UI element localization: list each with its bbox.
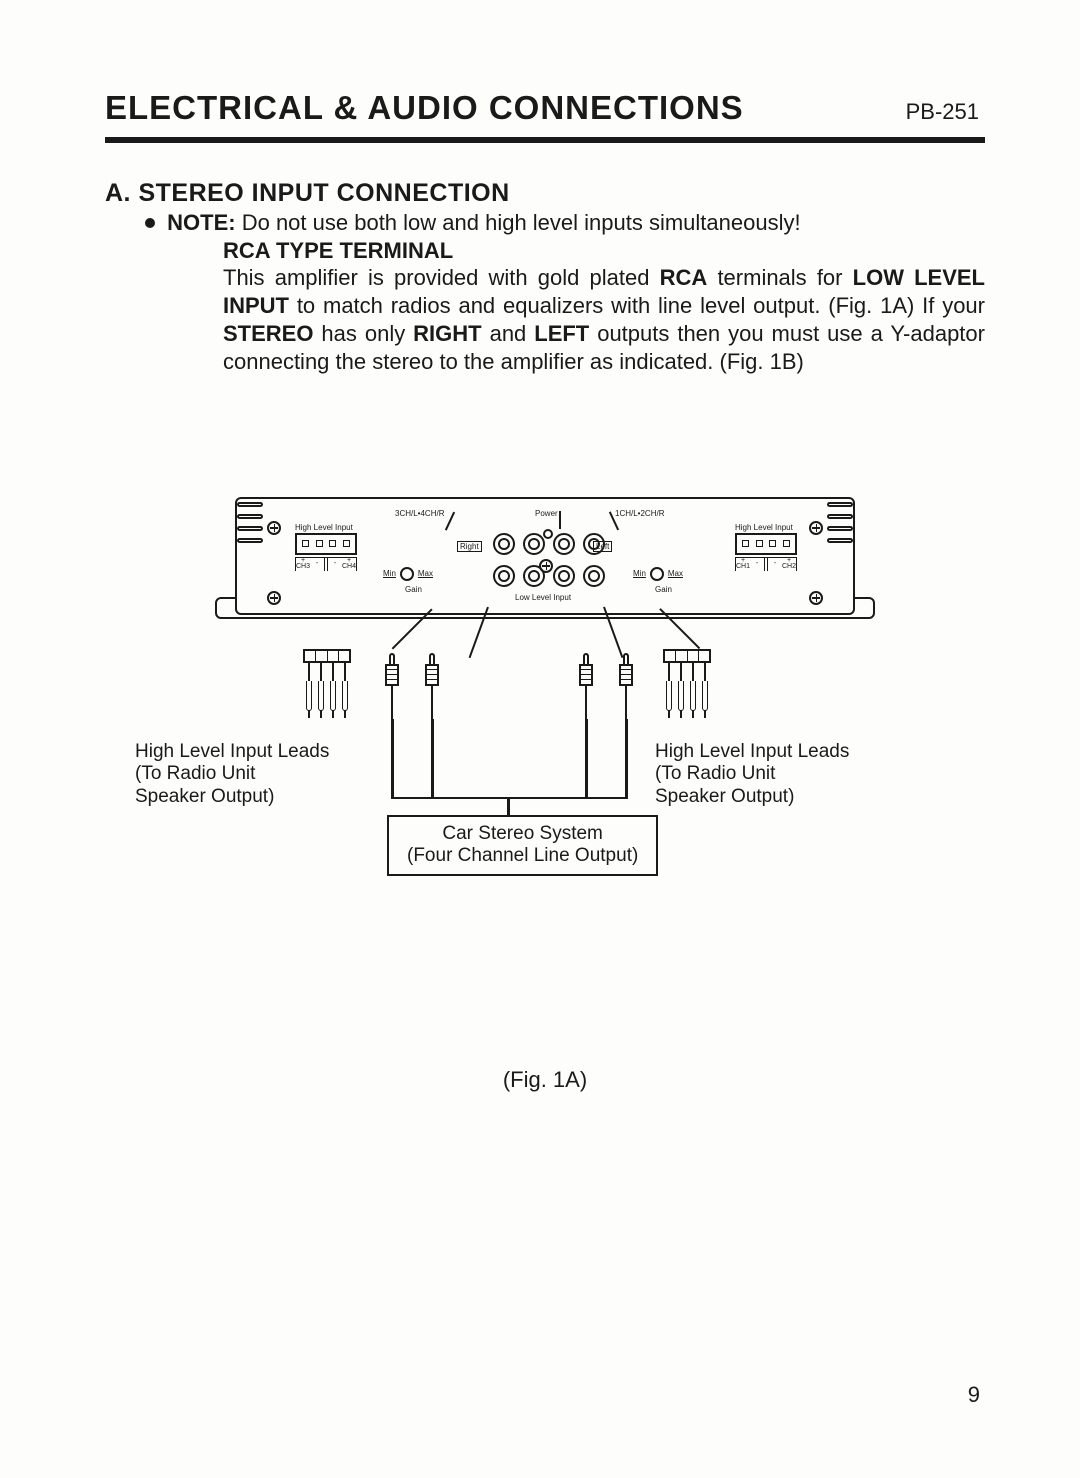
lead-text: Speaker Output) (135, 786, 274, 807)
rca-jack (583, 565, 605, 587)
rca-jack (523, 565, 545, 587)
polarity-minus: - (334, 561, 336, 567)
bullet-icon (145, 218, 155, 228)
screw-icon (267, 521, 281, 535)
para-text: to match radios and equalizers with line… (289, 293, 985, 318)
bracket-line (391, 797, 628, 800)
lead-text: High Level Input Leads (655, 741, 849, 762)
rca-plug (385, 653, 399, 719)
rca-jack (523, 533, 545, 555)
heatsink-fins-left (237, 499, 263, 547)
terminal-labels-left: +CH3 - - +CH4 (295, 557, 357, 571)
polarity-minus: - (756, 561, 758, 567)
gain-label: Gain (655, 585, 672, 594)
document-page: ELECTRICAL & AUDIO CONNECTIONS PB-251 A.… (0, 0, 1080, 1478)
amplifier-diagram: 3CH/L•4CH/R Power 1CH/L•2CH/R High Level… (195, 497, 895, 917)
lead-text: (To Radio Unit (135, 763, 255, 784)
lead-text: High Level Input Leads (135, 741, 329, 762)
min-label: Min (633, 569, 646, 578)
para-strong: LEFT (534, 321, 589, 346)
para-strong: STEREO (223, 321, 313, 346)
stereo-text: Car Stereo System (442, 823, 603, 844)
power-post (543, 529, 553, 539)
channel-label-12: 1CH/L•2CH/R (615, 509, 664, 518)
section-stereo-input: A. STEREO INPUT CONNECTION NOTE: Do not … (105, 179, 985, 377)
screw-icon (267, 591, 281, 605)
rca-plug (425, 653, 439, 719)
body-paragraph: This amplifier is provided with gold pla… (223, 264, 985, 377)
sub-heading: RCA TYPE TERMINAL (223, 238, 985, 264)
para-strong: RCA (660, 265, 708, 290)
wire-line (625, 719, 628, 797)
right-label: Right (457, 541, 482, 552)
stereo-text: (Four Channel Line Output) (407, 845, 638, 866)
note-line: NOTE: Do not use both low and high level… (145, 210, 985, 236)
note-text: Do not use both low and high level input… (242, 210, 801, 235)
bracket-line (507, 799, 510, 815)
lead-text: (To Radio Unit (655, 763, 775, 784)
max-label: Max (668, 569, 683, 578)
rca-jack (493, 533, 515, 555)
para-strong: RIGHT (413, 321, 481, 346)
ch-label: CH1 (736, 564, 750, 570)
para-text: terminals for (707, 265, 852, 290)
figure-caption: (Fig. 1A) (105, 1067, 985, 1093)
para-text: This amplifier is provided with gold pla… (223, 265, 660, 290)
heatsink-fins-right (827, 499, 853, 547)
para-text: and (482, 321, 535, 346)
min-label: Min (383, 569, 396, 578)
wire-line (431, 719, 434, 797)
channel-label-34: 3CH/L•4CH/R (395, 509, 444, 518)
terminal-block-left (295, 533, 357, 555)
note-prefix: NOTE: (167, 210, 235, 235)
rca-jack (553, 533, 575, 555)
rca-plug (579, 653, 593, 719)
leader-line (559, 511, 561, 529)
rca-jack (493, 565, 515, 587)
screw-icon (809, 591, 823, 605)
ch-label: CH3 (296, 564, 310, 570)
model-number: PB-251 (906, 99, 985, 125)
section-heading: A. STEREO INPUT CONNECTION (105, 179, 985, 208)
polarity-minus: - (316, 561, 318, 567)
ch-label: CH4 (342, 564, 356, 570)
terminal-labels-right: +CH1 - - +CH2 (735, 557, 797, 571)
lead-label-right: High Level Input Leads (To Radio Unit Sp… (655, 741, 901, 809)
wire-line (391, 719, 394, 797)
lead-text: Speaker Output) (655, 786, 794, 807)
wire-harness-right (663, 649, 711, 727)
gain-label: Gain (405, 585, 422, 594)
max-label: Max (418, 569, 433, 578)
car-stereo-box: Car Stereo System (Four Channel Line Out… (387, 815, 658, 877)
figure-1a: 3CH/L•4CH/R Power 1CH/L•2CH/R High Level… (105, 497, 985, 917)
terminal-block-right (735, 533, 797, 555)
rca-plug (619, 653, 633, 719)
lead-label-left: High Level Input Leads (To Radio Unit Sp… (135, 741, 381, 809)
wire-harness-left (303, 649, 351, 727)
rca-jack (553, 565, 575, 587)
screw-icon (809, 521, 823, 535)
polarity-minus: - (774, 561, 776, 567)
high-level-input-label: High Level Input (295, 523, 353, 532)
page-number: 9 (968, 1382, 980, 1408)
para-text: has only (313, 321, 413, 346)
wire-line (585, 719, 588, 797)
high-level-input-label: High Level Input (735, 523, 793, 532)
low-level-input-label: Low Level Input (515, 593, 571, 602)
page-header: ELECTRICAL & AUDIO CONNECTIONS PB-251 (105, 85, 985, 143)
page-title: ELECTRICAL & AUDIO CONNECTIONS (105, 89, 744, 127)
gain-knob-right: Min Max (633, 567, 683, 581)
gain-knob-left: Min Max (383, 567, 433, 581)
rca-jack (583, 533, 605, 555)
ch-label: CH2 (782, 564, 796, 570)
power-label: Power (535, 509, 558, 518)
